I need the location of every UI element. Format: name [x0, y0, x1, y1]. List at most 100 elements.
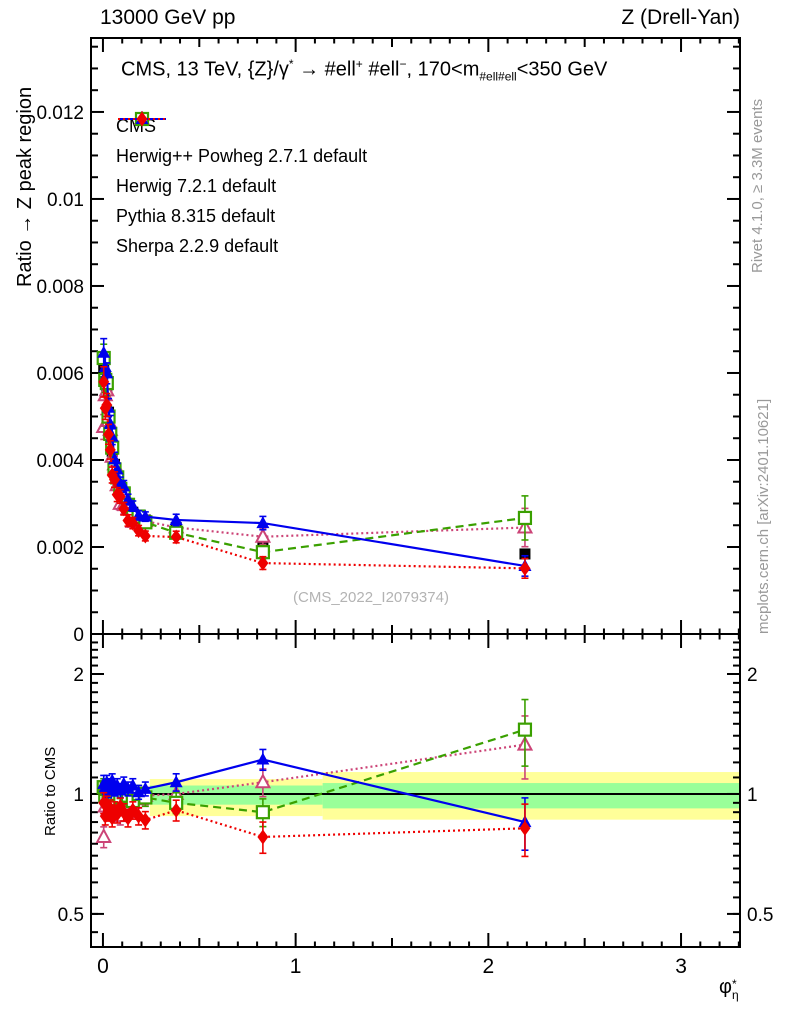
series-line [102, 357, 526, 554]
plot-title-part: γ [278, 58, 289, 81]
tick-label: 0.006 [36, 364, 84, 385]
legend-item-herwig-7-2-1-default: Herwig 7.2.1 default [116, 111, 367, 201]
data-point-marker [254, 527, 272, 543]
data-point-marker [98, 374, 110, 390]
legend-label: Herwig 7.2.1 default [116, 175, 277, 196]
series-main-herwig-powheg-2-7-1-default [95, 377, 534, 548]
data-point-marker [257, 829, 269, 845]
data-point-marker [517, 722, 533, 737]
plot-title-part: + [355, 57, 363, 71]
data-point-marker [519, 820, 531, 836]
data-point-marker [257, 555, 269, 571]
tick-label: 1 [73, 785, 84, 806]
data-point-marker [256, 752, 270, 765]
beam-energy-label: 13000 GeV pp [100, 6, 236, 29]
plot-title-part: − [399, 57, 407, 71]
data-point-marker [104, 442, 116, 458]
legend-label: Sherpa 2.2.9 default [116, 235, 279, 256]
data-point-marker [121, 492, 135, 505]
tick-label: 0.004 [36, 451, 84, 472]
data-point-marker [97, 345, 111, 358]
data-point-marker [139, 812, 151, 828]
process-label: Z (Drell-Yan) [621, 6, 740, 29]
data-point-marker [170, 802, 182, 818]
x-axis-title: φ * η [719, 976, 739, 1001]
series-ratio-sherpa-2-2-9-default [98, 791, 531, 858]
data-point-marker [517, 510, 533, 526]
plot-title-part: * [288, 57, 294, 71]
legend-item-pythia-8-315-default: Pythia 8.315 default [116, 112, 367, 231]
tick-label: 0 [97, 955, 109, 978]
data-point-marker [169, 775, 183, 788]
plot-title: CMS, 13 TeV, {Z}/γ* → #ell+ #ell−, 170<m… [121, 57, 607, 84]
mcplots-arxiv-note: mcplots.cern.ch [arXiv:2401.10621] [755, 398, 772, 634]
tick-label: 0.008 [36, 277, 84, 298]
tick-label: 1 [290, 955, 302, 978]
analysis-watermark: (CMS_2022_I2079374) [293, 589, 449, 606]
plot-title-part: #ell#ell [479, 69, 517, 84]
series-line [102, 728, 526, 814]
data-point-marker [256, 516, 270, 529]
data-point-marker [138, 781, 152, 794]
data-point-marker [95, 827, 112, 843]
data-point-marker [519, 560, 531, 576]
tick-label: 0.012 [36, 103, 84, 124]
tick-label: 0.5 [58, 905, 84, 926]
legend-item-herwig-powheg-2-7-1-default: Herwig++ Powheg 2.7.1 default [116, 111, 368, 171]
x-axis-symbol-scripts: * η [731, 977, 739, 1002]
series-ratio-pythia-8-315-default [97, 748, 532, 852]
data-point-marker [118, 501, 130, 517]
tick-label: 0.5 [747, 905, 773, 926]
series-main-cms [98, 359, 531, 560]
plot-title-part: #ell [362, 58, 400, 81]
series-line [102, 352, 526, 568]
data-point-marker [126, 778, 140, 791]
legend-label: Herwig++ Powheg 2.7.1 default [116, 145, 368, 166]
rivet-version-note: Rivet 4.1.0, ≥ 3.3M events [749, 98, 766, 273]
data-point-marker [169, 512, 183, 525]
tick-label: 0.01 [47, 190, 84, 211]
y-axis-title-ratio: Ratio to CMS [42, 746, 59, 836]
axis-tick-labels: 0 0.002 0.004 0.006 0.008 0.01 0.012 0.5 0.5 1 1 2 2… [36, 103, 773, 978]
series-line [102, 390, 525, 538]
tick-label: 0.002 [36, 538, 84, 559]
data-point-marker [519, 548, 531, 560]
data-point-marker [170, 529, 182, 545]
y-axis-title-main: Ratio → Z peak region [14, 86, 36, 287]
plot-title-part: , 170<m [406, 58, 480, 81]
plot-title-part: CMS, 13 TeV, {Z}/ [121, 58, 279, 81]
tick-label: 2 [73, 665, 84, 686]
series-line [102, 381, 525, 570]
data-point-marker [139, 528, 151, 544]
ratio-panel-frame [90, 633, 741, 948]
legend-marker-icon [118, 111, 166, 127]
legend-item-sherpa-2-2-9-default: Sherpa 2.2.9 default [116, 111, 367, 261]
tick-label: 2 [482, 955, 494, 978]
series-main-sherpa-2-2-9-default [98, 365, 531, 580]
data-point-marker [114, 488, 126, 504]
plot-title-part: → #ell [293, 58, 356, 81]
data-point-marker [127, 515, 139, 531]
series-main-herwig-7-2-1-default [96, 343, 533, 560]
data-point-marker [132, 785, 146, 798]
data-point-marker [103, 426, 115, 442]
series-main-pythia-8-315-default [97, 337, 532, 577]
data-point-marker [101, 397, 113, 413]
tick-label: 3 [675, 955, 687, 978]
data-point-marker [126, 499, 140, 512]
data-point-marker [136, 111, 148, 127]
data-point-marker [109, 472, 121, 488]
tick-label: 2 [747, 665, 758, 686]
tick-label: 1 [747, 785, 758, 806]
data-point-marker [254, 773, 272, 789]
legend-label: Pythia 8.315 default [116, 205, 276, 226]
plot-title-part: <350 GeV [516, 58, 608, 81]
tick-label: 0 [73, 625, 84, 646]
band-inner [322, 783, 740, 809]
data-point-marker [255, 805, 270, 820]
ratio-uncertainty-bands [149, 772, 740, 820]
x-axis-symbol: φ [719, 976, 732, 998]
